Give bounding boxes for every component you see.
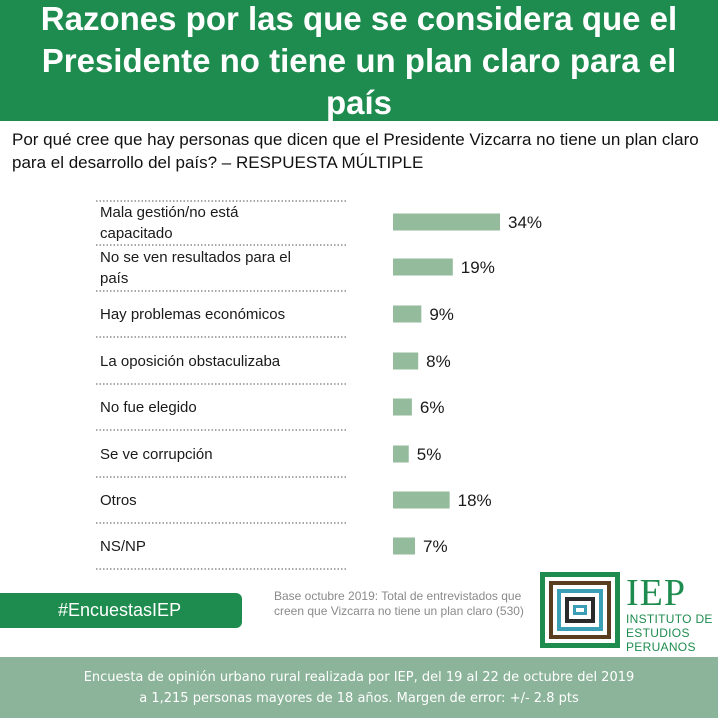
category-label: Mala gestión/no está capacitado <box>100 204 239 242</box>
category-label: NS/NP <box>100 538 146 555</box>
page-title: Razones por las que se considera que el … <box>40 0 678 121</box>
hashtag-label[interactable]: #EncuestasIEP <box>0 593 242 628</box>
bar <box>393 537 416 555</box>
logo-line-2: ESTUDIOS <box>626 626 690 640</box>
bar <box>393 305 422 323</box>
bar <box>393 352 419 370</box>
category-label: Otros <box>100 492 137 509</box>
logo-line-1: INSTITUTO DE <box>626 612 713 626</box>
bar <box>393 445 409 463</box>
category-label: Se ve corrupción <box>100 446 213 463</box>
value-label: 7% <box>423 537 448 556</box>
category-label: No se ven resultados para el país <box>100 249 291 287</box>
category-label: Hay problemas económicos <box>100 306 285 323</box>
value-label: 5% <box>417 445 442 464</box>
footer-line-1: Encuesta de opinión urbano rural realiza… <box>83 669 635 685</box>
footer-line-2: a 1,215 personas mayores de 18 años. Mar… <box>139 690 579 706</box>
logo-acronym: IEP <box>626 572 686 614</box>
value-label: 34% <box>508 213 542 232</box>
bar <box>393 398 412 416</box>
bar <box>393 213 500 231</box>
base-note: Base octubre 2019: Total de entrevistado… <box>274 589 524 618</box>
value-label: 8% <box>426 352 451 371</box>
survey-question: Por qué cree que hay personas que dicen … <box>12 130 699 172</box>
category-label: La oposición obstaculizaba <box>100 353 281 370</box>
category-label: No fue elegido <box>100 399 197 416</box>
value-label: 6% <box>420 398 445 417</box>
logo-text: IEP INSTITUTO DE ESTUDIOS PERUANOS <box>626 574 713 654</box>
value-label: 19% <box>461 258 495 277</box>
value-label: 9% <box>429 305 454 324</box>
bar-chart: Mala gestión/no está capacitado 34% No se v… <box>96 200 542 570</box>
value-label: 18% <box>458 491 492 510</box>
bar <box>393 491 450 509</box>
logo-line-3: PERUANOS <box>626 640 696 654</box>
iep-logo-icon <box>540 572 620 648</box>
footer-note: Encuesta de opinión urbano rural realiza… <box>0 657 718 718</box>
bar <box>393 258 453 276</box>
header-banner: Razones por las que se considera que el … <box>0 0 718 121</box>
